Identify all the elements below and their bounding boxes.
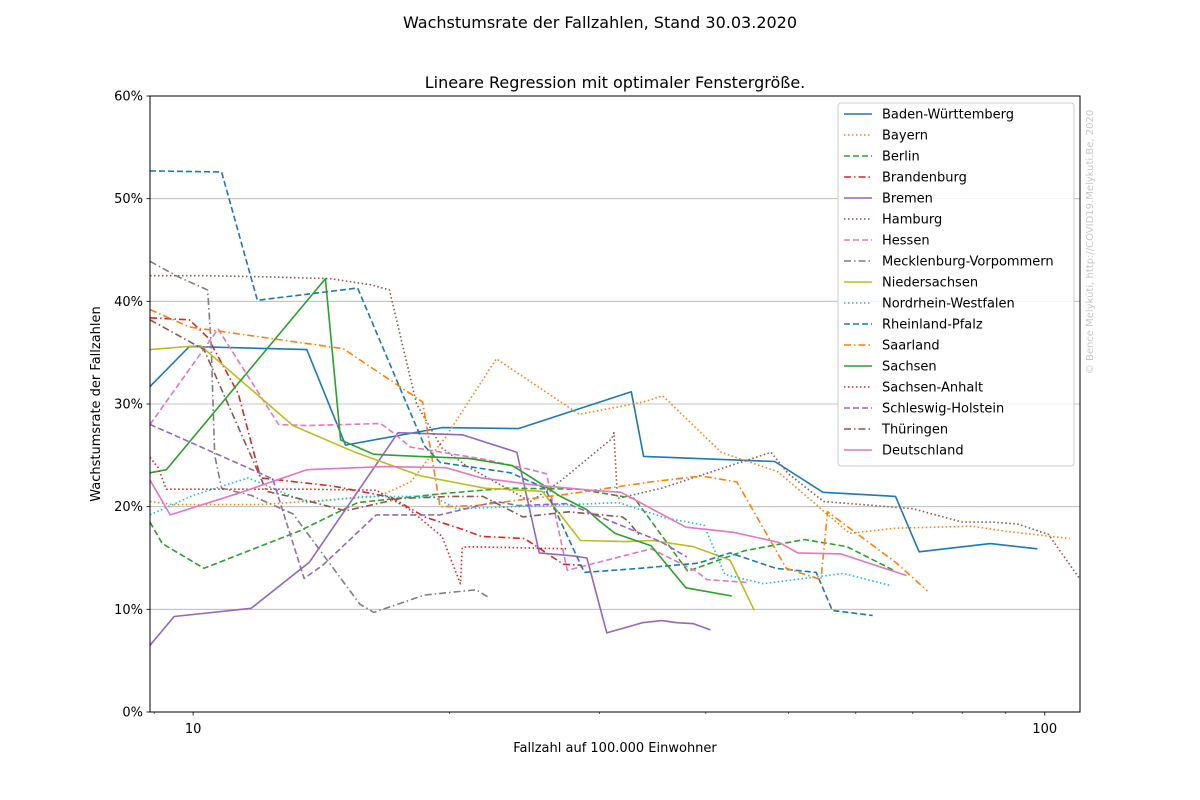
series-line: [150, 477, 892, 587]
y-tick-label: 40%: [114, 295, 143, 310]
series-line: [150, 465, 907, 577]
y-tick-label: 50%: [114, 192, 143, 207]
watermark: © Bence Melykúti, http://COVID19.Melykut…: [1084, 110, 1096, 374]
y-tick-label: 10%: [114, 603, 143, 618]
series-line: [150, 423, 688, 580]
series-line: [150, 319, 641, 537]
x-axis-label: Fallzahl auf 100.000 Einwohner: [513, 741, 717, 756]
legend-label: Nordrhein-Westfalen: [882, 297, 1015, 312]
plot-lines: [150, 170, 1080, 646]
series-line: [150, 456, 569, 585]
legend-label: Sachsen-Anhalt: [882, 381, 983, 396]
figure-title: Wachstumsrate der Fallzahlen, Stand 30.0…: [403, 13, 797, 32]
y-tick-label: 0%: [122, 706, 143, 721]
series-line: [150, 328, 750, 584]
axis-ticks: 0% 10% 20% 30% 40% 50% 60% 10 100: [114, 90, 1057, 738]
series-line: [150, 431, 711, 646]
legend-label: Mecklenburg-Vorpommern: [882, 255, 1054, 270]
chart-title: Lineare Regression mit optimaler Fenster…: [425, 73, 806, 92]
legend-label: Thüringen: [881, 423, 948, 438]
series-line: [150, 487, 896, 573]
legend-label: Schleswig-Holstein: [882, 402, 1004, 417]
series-line: [150, 170, 873, 617]
legend-label: Hamburg: [882, 213, 942, 228]
series-line: [150, 344, 756, 611]
legend-label: Deutschland: [882, 444, 964, 459]
x-tick-label: 10: [185, 722, 202, 737]
legend-label: Berlin: [882, 150, 920, 165]
series-line: [150, 308, 928, 592]
legend-label: Niedersachsen: [882, 276, 978, 291]
series-line: [150, 260, 489, 614]
legend-label: Rheinland-Pfalz: [882, 318, 983, 333]
y-axis-label: Wachstumsrate der Fallzahlen: [89, 306, 104, 502]
series-line: [150, 345, 1038, 553]
series-line: [150, 277, 732, 597]
legend-label: Hessen: [882, 234, 930, 249]
y-tick-label: 30%: [114, 398, 143, 413]
legend-label: Saarland: [882, 339, 940, 354]
series-line: [150, 317, 581, 566]
legend-label: Sachsen: [882, 360, 937, 375]
legend-label: Bayern: [882, 129, 928, 144]
y-tick-label: 20%: [114, 500, 143, 515]
legend-box: [837, 102, 1075, 467]
legend-label: Brandenburg: [882, 171, 967, 186]
y-tick-label: 60%: [114, 90, 143, 105]
x-tick-label: 100: [1032, 722, 1057, 737]
legend-label: Bremen: [882, 192, 933, 207]
legend: Baden-Württemberg Bayern Berlin Brandenburg…: [837, 102, 1075, 467]
legend-label: Baden-Württemberg: [882, 108, 1014, 123]
